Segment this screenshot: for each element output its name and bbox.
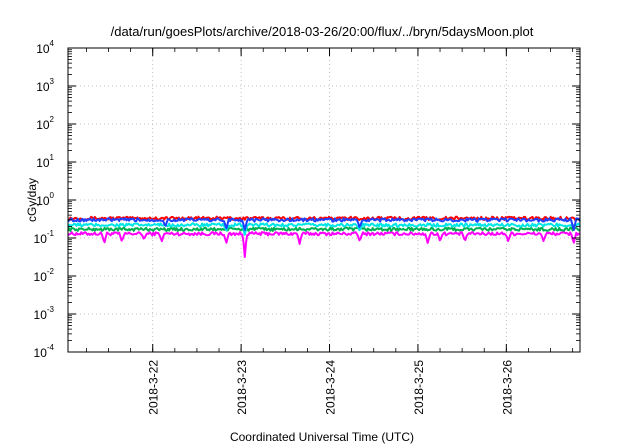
x-tick-label: 2018-3-22: [147, 360, 161, 415]
y-tick-label: 100: [36, 191, 54, 208]
y-tick-label: 101: [36, 153, 54, 170]
y-tick-label: 10-4: [34, 343, 55, 360]
y-tick-label: 10-3: [34, 305, 55, 322]
y-axis: 10-4 10-3 10-2 10-1 100 101 102 103 104: [34, 39, 580, 360]
x-tick-label: 2018-3-23: [235, 360, 249, 415]
y-tick-label: 103: [36, 77, 54, 94]
y-tick-label: 10-2: [34, 267, 55, 284]
grid: [68, 48, 580, 352]
x-tick-label: 2018-3-24: [324, 360, 338, 415]
series-line: [67, 222, 581, 236]
y-tick-label: 102: [36, 115, 54, 132]
chart-title: /data/run/goesPlots/archive/2018-03-26/2…: [111, 24, 534, 39]
x-tick-label: 2018-3-25: [412, 360, 426, 415]
y-tick-label: 10-1: [34, 229, 55, 246]
x-axis: 2018-3-22 2018-3-23 2018-3-24 2018-3-25 2018…: [86, 48, 574, 415]
series-line: [67, 217, 581, 231]
x-axis-label: Coordinated Universal Time (UTC): [230, 430, 414, 444]
series-line: [67, 226, 581, 232]
y-axis-label: cGy/day: [25, 178, 39, 222]
y-tick-label: 104: [36, 39, 54, 56]
series-group: [67, 215, 581, 258]
series-line: [67, 231, 581, 258]
x-tick-label: 2018-3-26: [500, 360, 514, 415]
